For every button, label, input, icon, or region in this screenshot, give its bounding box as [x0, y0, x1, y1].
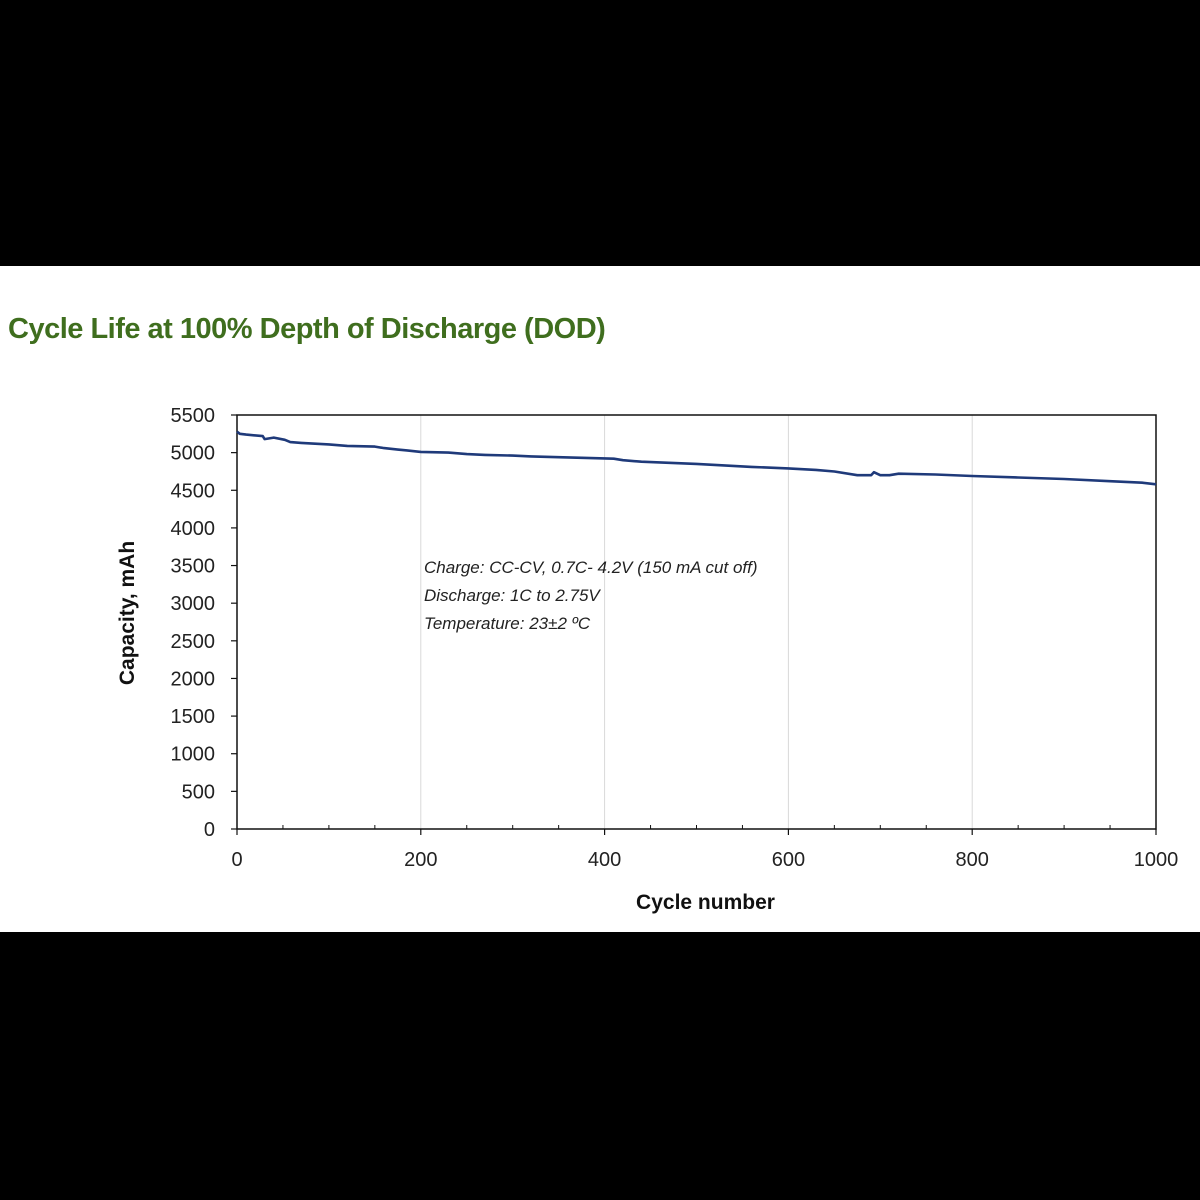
test-conditions-annotation: Charge: CC-CV, 0.7C- 4.2V (150 mA cut of…: [424, 558, 758, 633]
y-tick-label: 3500: [171, 556, 216, 578]
y-tick-labels: 0 500 1000 1500 2000 2500 3000 3500 4000 4500 5000…: [171, 405, 216, 841]
chart-panel: [0, 266, 1200, 932]
x-axis-title: Cycle number: [636, 891, 775, 914]
chart-title: Cycle Life at 100% Depth of Discharge (D…: [8, 313, 606, 345]
grid-lines: [420, 415, 973, 829]
annotation-line: Discharge: 1C to 2.75V: [424, 586, 601, 605]
y-tick-label: 3000: [171, 593, 216, 615]
x-tick-label: 600: [772, 849, 805, 871]
x-tick-label: 800: [956, 849, 989, 871]
x-tick-labels: 0 200 400 600 800 1000: [231, 849, 1178, 871]
y-tick-label: 500: [182, 781, 215, 803]
annotation-line: Temperature: 23±2 ºC: [424, 614, 591, 633]
y-tick-label: 0: [204, 819, 215, 841]
y-tick-label: 1500: [171, 706, 216, 728]
y-axis-title: Capacity, mAh: [116, 541, 139, 685]
capacity-series-line: [236, 430, 1157, 486]
axis-ticks: [231, 414, 1157, 835]
x-tick-label: 0: [231, 849, 242, 871]
x-tick-label: 200: [404, 849, 437, 871]
y-tick-label: 5500: [171, 405, 216, 427]
y-tick-label: 1000: [171, 744, 216, 766]
x-tick-label: 1000: [1134, 849, 1179, 871]
x-tick-label: 400: [588, 849, 621, 871]
annotation-line: Charge: CC-CV, 0.7C- 4.2V (150 mA cut of…: [424, 558, 758, 577]
y-tick-label: 5000: [171, 443, 216, 465]
y-tick-label: 2500: [171, 631, 216, 653]
y-tick-label: 4000: [171, 518, 216, 540]
y-tick-label: 4500: [171, 480, 216, 502]
y-tick-label: 2000: [171, 668, 216, 690]
